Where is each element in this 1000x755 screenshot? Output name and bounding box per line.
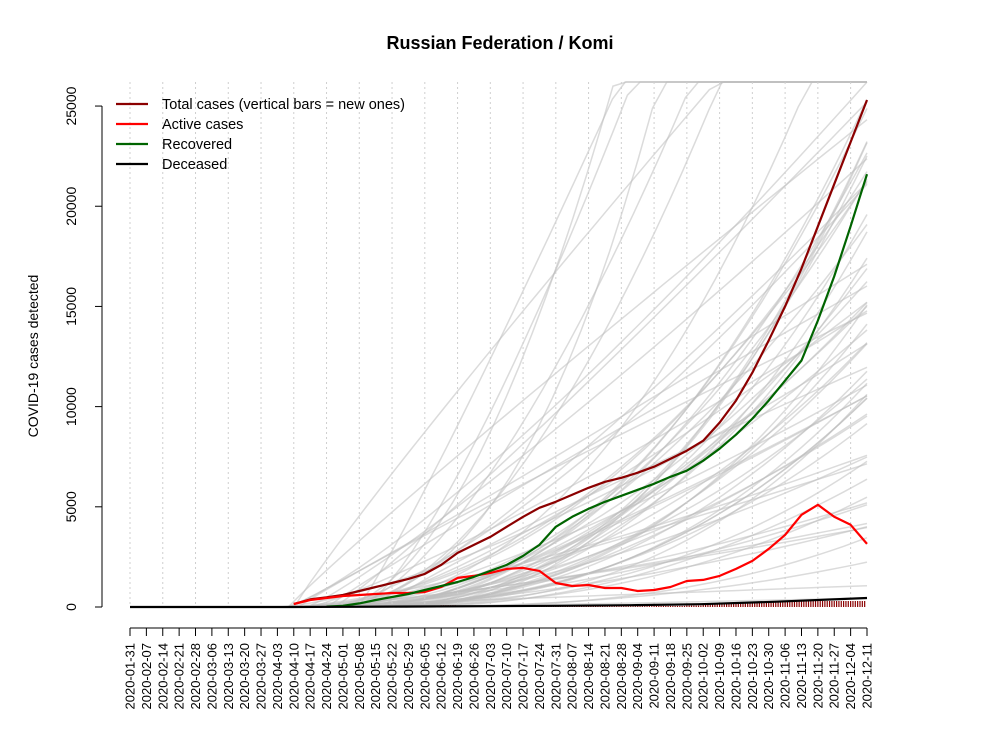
x-tick-label: 2020-08-14 xyxy=(581,643,596,710)
x-tick-label: 2020-04-17 xyxy=(303,643,318,710)
legend: Total cases (vertical bars = new ones) Ac… xyxy=(116,97,405,173)
x-tick-label: 2020-08-07 xyxy=(565,643,580,710)
x-tick-label: 2020-10-16 xyxy=(728,643,743,710)
legend-label: Recovered xyxy=(162,137,232,153)
x-tick-label: 2020-05-29 xyxy=(401,643,416,710)
x-tick-label: 2020-07-17 xyxy=(516,643,531,710)
background-region-curve xyxy=(332,81,867,608)
x-tick-label: 2020-04-03 xyxy=(270,643,285,710)
x-tick-label: 2020-02-28 xyxy=(188,643,203,710)
x-tick-label: 2020-06-05 xyxy=(417,643,432,710)
x-tick-label: 2020-03-27 xyxy=(254,643,269,710)
background-region-curve xyxy=(399,141,868,608)
background-region-curve xyxy=(362,181,868,608)
y-tick-label: 20000 xyxy=(63,187,79,226)
x-tick-label: 2020-07-24 xyxy=(532,643,547,710)
x-tick-label: 2020-06-26 xyxy=(466,643,481,710)
x-tick-label: 2020-08-28 xyxy=(614,643,629,710)
x-tick-label: 2020-10-09 xyxy=(712,643,727,710)
x-tick-label: 2020-02-14 xyxy=(155,643,170,710)
x-tick-label: 2020-05-15 xyxy=(368,643,383,710)
background-region-curve xyxy=(338,281,868,608)
x-tick-label: 2020-03-13 xyxy=(221,643,236,710)
x-tick-label: 2020-10-02 xyxy=(696,643,711,710)
legend-label: Deceased xyxy=(162,157,227,173)
background-region-curve xyxy=(400,478,868,608)
x-tick-label: 2020-09-25 xyxy=(679,643,694,710)
x-tick-label: 2020-11-13 xyxy=(794,643,809,709)
x-tick-label: 2020-07-10 xyxy=(499,643,514,710)
x-tick-label: 2020-03-20 xyxy=(237,643,252,710)
background-region-curve xyxy=(405,305,868,608)
y-axis-label: COVID-19 cases detected xyxy=(25,275,41,438)
series-line xyxy=(293,99,869,606)
background-region-curve xyxy=(345,301,868,608)
x-tick-label: 2020-10-30 xyxy=(761,643,776,710)
background-region-curve xyxy=(333,101,868,608)
x-tick-label: 2020-07-03 xyxy=(483,643,498,710)
background-region-curve xyxy=(339,384,868,608)
x-tick-label: 2020-08-21 xyxy=(597,643,612,710)
background-region-curve xyxy=(273,171,868,608)
x-tick-label: 2020-11-06 xyxy=(778,643,793,709)
series-line xyxy=(293,503,868,606)
x-tick-label: 2020-04-10 xyxy=(286,643,301,710)
series-lines xyxy=(130,99,869,609)
x-tick-label: 2020-10-23 xyxy=(745,643,760,710)
x-tick-label: 2020-03-06 xyxy=(204,643,219,710)
x-tick-label: 2020-05-22 xyxy=(385,643,400,710)
x-tick-label: 2020-09-04 xyxy=(630,643,645,710)
x-tick-label: 2020-02-21 xyxy=(172,643,187,710)
x-tick-label: 2020-06-19 xyxy=(450,643,465,710)
background-region-curve xyxy=(287,119,868,608)
x-tick-label: 2020-05-01 xyxy=(335,643,350,710)
legend-label: Active cases xyxy=(162,117,243,133)
legend-label: Total cases (vertical bars = new ones) xyxy=(162,97,405,113)
background-region-curve xyxy=(361,155,868,608)
background-region-curve xyxy=(309,378,868,608)
series-line xyxy=(326,173,869,608)
background-region-curve xyxy=(382,394,868,608)
x-tick-label: 2020-12-04 xyxy=(843,643,858,710)
x-tick-label: 2020-06-12 xyxy=(434,643,449,710)
y-tick-label: 15000 xyxy=(63,287,79,326)
y-axis: 0 5000 10000 15000 20000 25000 xyxy=(63,86,103,611)
y-tick-label: 10000 xyxy=(63,387,79,426)
background-region-curves xyxy=(273,81,868,608)
y-tick-label: 5000 xyxy=(63,491,79,522)
x-tick-label: 2020-09-18 xyxy=(663,643,678,710)
x-tick-label: 2020-05-08 xyxy=(352,643,367,710)
x-tick-label: 2020-11-20 xyxy=(810,643,825,709)
x-tick-label: 2020-12-11 xyxy=(860,643,875,709)
x-tick-label: 2020-09-11 xyxy=(647,643,662,709)
y-tick-label: 25000 xyxy=(63,86,79,125)
x-axis: 2020-01-31 2020-02-07 2020-02-14 2020-02-21… xyxy=(123,627,875,710)
x-tick-label: 2020-01-31 xyxy=(123,643,138,710)
background-region-curve xyxy=(326,285,868,608)
y-tick-label: 0 xyxy=(63,603,79,611)
chart-title: Russian Federation / Komi xyxy=(386,33,613,53)
series-line xyxy=(130,596,868,609)
background-region-curve xyxy=(287,81,868,608)
x-tick-label: 2020-04-24 xyxy=(319,643,334,710)
x-tick-label: 2020-02-07 xyxy=(139,643,154,710)
x-tick-label: 2020-11-27 xyxy=(827,643,842,709)
background-region-curve xyxy=(298,312,868,608)
background-region-curve xyxy=(308,310,868,608)
x-tick-label: 2020-07-31 xyxy=(548,643,563,710)
